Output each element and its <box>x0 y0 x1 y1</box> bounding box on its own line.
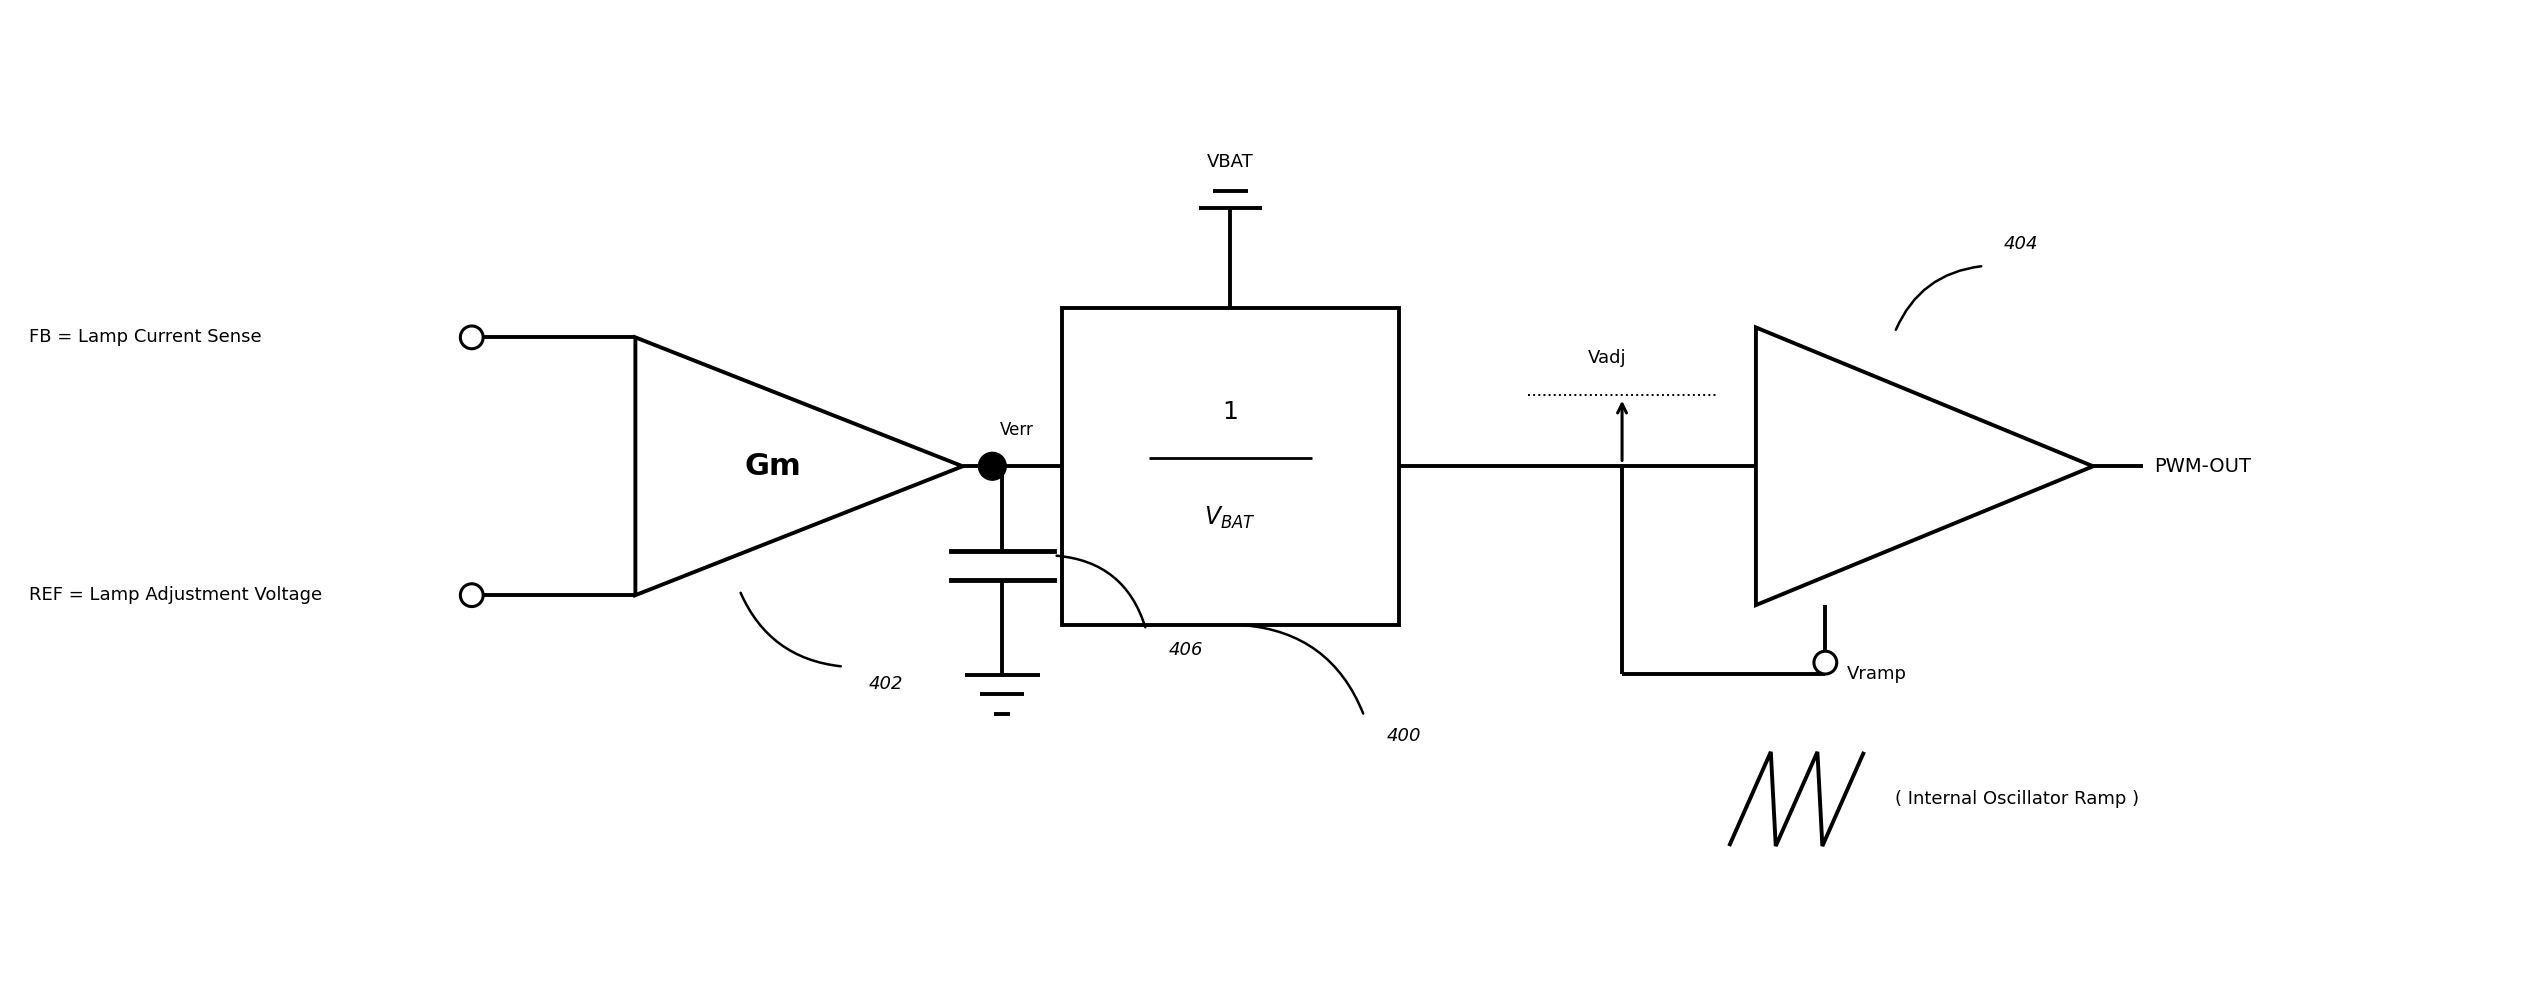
Circle shape <box>1813 651 1836 674</box>
Text: Vadj: Vadj <box>1589 350 1627 368</box>
Circle shape <box>461 584 484 607</box>
Text: Verr: Verr <box>1001 420 1034 438</box>
Text: VBAT: VBAT <box>1207 152 1253 170</box>
Circle shape <box>461 326 484 349</box>
Text: 400: 400 <box>1388 727 1421 745</box>
Polygon shape <box>1757 328 2093 606</box>
Bar <box>1062 308 1398 624</box>
Text: 404: 404 <box>2004 235 2039 253</box>
Text: Gm: Gm <box>743 452 802 481</box>
Text: 1: 1 <box>1222 399 1237 423</box>
Text: ( Internal Oscillator Ramp ): ( Internal Oscillator Ramp ) <box>1894 790 2139 808</box>
Text: FB = Lamp Current Sense: FB = Lamp Current Sense <box>28 329 262 347</box>
Text: REF = Lamp Adjustment Voltage: REF = Lamp Adjustment Voltage <box>28 587 321 605</box>
Text: 402: 402 <box>868 675 904 693</box>
Text: Vramp: Vramp <box>1848 664 1907 682</box>
Text: PWM-OUT: PWM-OUT <box>2154 457 2251 476</box>
Circle shape <box>978 452 1006 480</box>
Text: $V_{BAT}$: $V_{BAT}$ <box>1204 505 1255 531</box>
Polygon shape <box>636 338 962 596</box>
Text: 406: 406 <box>1169 640 1204 658</box>
